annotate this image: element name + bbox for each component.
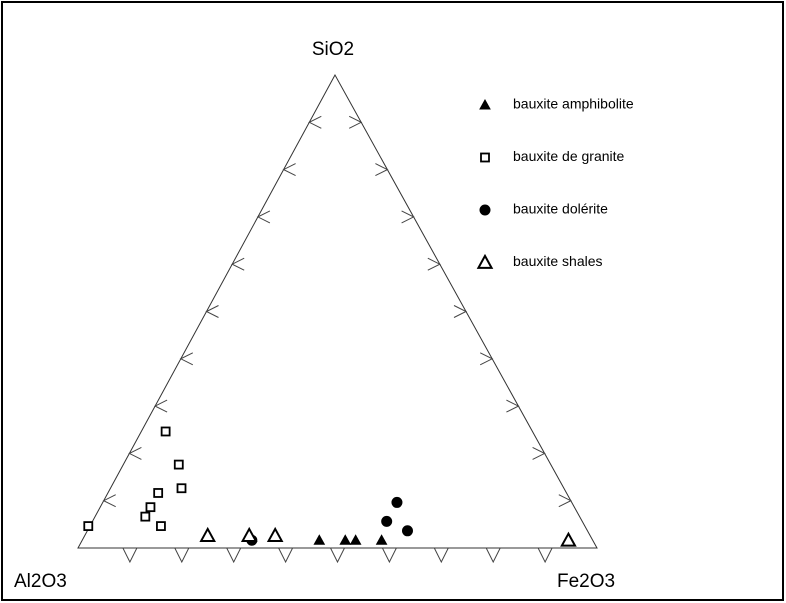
tick-mark bbox=[231, 257, 245, 271]
marker-triangle-open bbox=[240, 526, 258, 542]
tick-mark bbox=[348, 115, 363, 129]
tick-mark bbox=[532, 446, 546, 460]
legend-label: bauxite de granite bbox=[513, 148, 625, 164]
marker-triangle-open bbox=[266, 526, 284, 542]
tick-chevron bbox=[485, 547, 501, 564]
tick-mark bbox=[427, 257, 441, 271]
legend-marker bbox=[479, 204, 491, 216]
tick-mark bbox=[179, 352, 194, 366]
tick-mark bbox=[401, 210, 415, 224]
tick-mark bbox=[122, 547, 138, 564]
tick-mark bbox=[485, 547, 501, 564]
tick-chevron bbox=[179, 352, 194, 366]
tick-chevron bbox=[102, 494, 116, 508]
tick-chevron bbox=[231, 257, 245, 271]
tick-mark bbox=[506, 399, 520, 413]
tick-chevron bbox=[433, 547, 449, 564]
tick-mark bbox=[153, 399, 168, 413]
legend-label: bauxite dolérite bbox=[513, 201, 608, 217]
tick-chevron bbox=[401, 210, 415, 224]
marker-square bbox=[145, 502, 156, 513]
marker-square bbox=[156, 521, 166, 531]
tick-chevron bbox=[174, 547, 190, 564]
tick-chevron bbox=[128, 446, 142, 460]
tick-chevron bbox=[205, 305, 219, 318]
legend-label: bauxite shales bbox=[513, 253, 603, 269]
tick-chevron bbox=[308, 115, 322, 129]
tick-mark bbox=[330, 547, 345, 564]
tick-mark bbox=[558, 494, 572, 508]
marker-square bbox=[153, 488, 164, 498]
marker-circle bbox=[391, 496, 403, 508]
marker-triangle-open bbox=[560, 531, 577, 547]
ternary-frame bbox=[77, 73, 598, 549]
tick-mark bbox=[537, 547, 553, 564]
tick-chevron bbox=[532, 446, 546, 460]
tick-mark bbox=[381, 547, 397, 564]
tick-mark bbox=[278, 547, 294, 564]
marker-square bbox=[140, 511, 151, 522]
marker-square bbox=[160, 426, 171, 437]
tick-mark bbox=[282, 163, 296, 177]
tick-mark bbox=[205, 305, 219, 318]
apex-label-left: Al2O3 bbox=[14, 571, 67, 592]
tick-mark bbox=[128, 446, 142, 460]
marker-triangle bbox=[313, 534, 326, 545]
tick-chevron bbox=[537, 547, 553, 564]
tick-mark bbox=[479, 352, 494, 366]
tick-chevron bbox=[558, 494, 572, 508]
marker-square bbox=[176, 483, 187, 494]
marker-circle bbox=[401, 525, 413, 537]
legend-marker bbox=[476, 253, 494, 269]
tick-chevron bbox=[479, 352, 494, 366]
tick-chevron bbox=[381, 547, 397, 564]
tick-chevron bbox=[278, 547, 294, 564]
tick-chevron bbox=[375, 163, 389, 177]
marker-circle bbox=[381, 515, 393, 527]
legend-label: bauxite amphibolite bbox=[513, 96, 634, 112]
marker-triangle-open bbox=[199, 526, 216, 542]
tick-chevron bbox=[330, 547, 345, 564]
apex-label-right: Fe2O3 bbox=[557, 571, 615, 592]
tick-mark bbox=[308, 115, 322, 129]
tick-chevron bbox=[256, 210, 271, 224]
tick-mark bbox=[102, 494, 116, 508]
legend-marker bbox=[480, 152, 490, 163]
tick-mark bbox=[226, 547, 242, 564]
apex-label-top: SiO2 bbox=[312, 39, 354, 60]
tick-chevron bbox=[348, 115, 363, 129]
tick-mark bbox=[174, 547, 190, 564]
tick-chevron bbox=[122, 547, 138, 564]
tick-chevron bbox=[282, 163, 296, 177]
tick-chevron bbox=[153, 399, 168, 413]
legend-marker bbox=[479, 98, 491, 110]
marker-triangle bbox=[339, 534, 352, 545]
tick-chevron bbox=[226, 547, 242, 564]
tick-chevron bbox=[506, 399, 520, 413]
marker-square bbox=[173, 459, 184, 470]
tick-mark bbox=[453, 305, 468, 318]
tick-mark bbox=[375, 163, 389, 177]
marker-square bbox=[83, 521, 94, 531]
tick-mark bbox=[256, 210, 271, 224]
marker-triangle bbox=[349, 534, 362, 545]
marker-triangle bbox=[375, 534, 388, 545]
tick-chevron bbox=[427, 257, 441, 271]
tick-chevron bbox=[453, 305, 468, 318]
tick-mark bbox=[433, 547, 449, 564]
